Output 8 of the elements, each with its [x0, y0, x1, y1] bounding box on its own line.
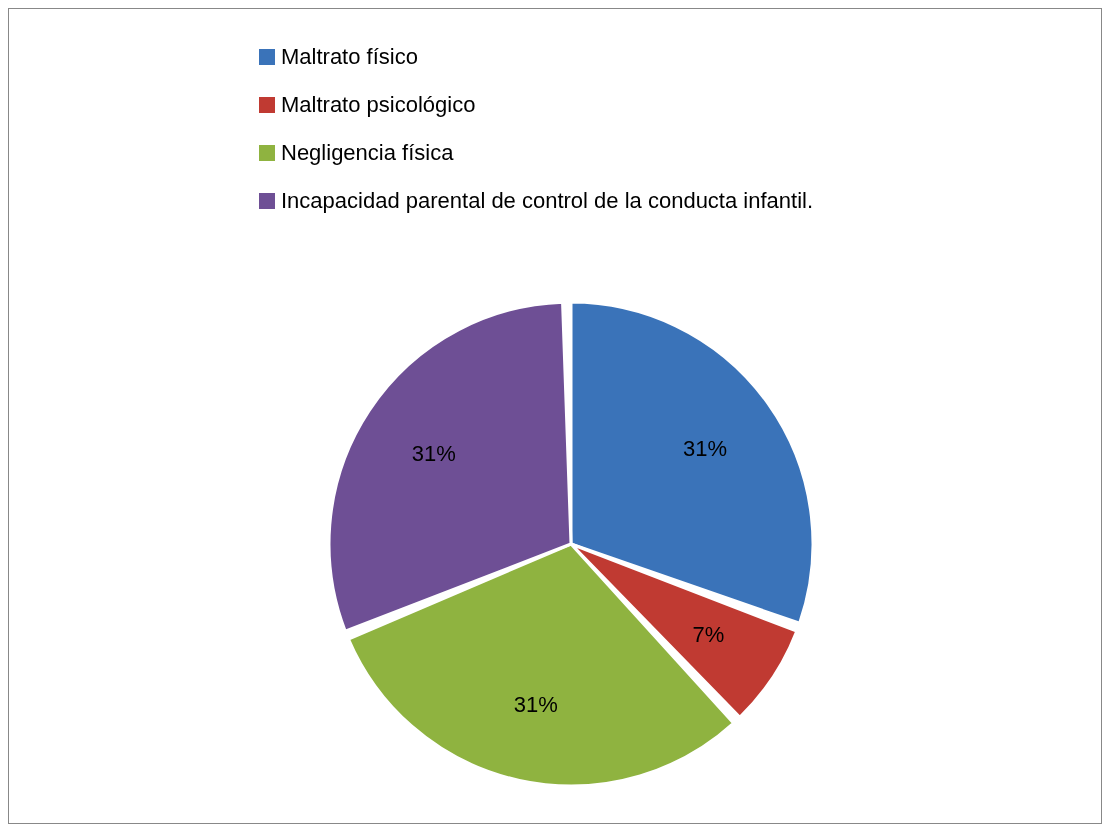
legend-label: Incapacidad parental de control de la conducta infantil.	[281, 188, 814, 214]
data-label: 31%	[411, 440, 456, 466]
legend-label: Negligencia física	[281, 140, 454, 166]
data-label: 31%	[683, 436, 728, 462]
data-label: 7%	[692, 622, 725, 648]
data-label: 31%	[513, 692, 558, 718]
legend-label: Maltrato psicológico	[281, 92, 476, 118]
legend-label: Maltrato físico	[281, 44, 418, 70]
